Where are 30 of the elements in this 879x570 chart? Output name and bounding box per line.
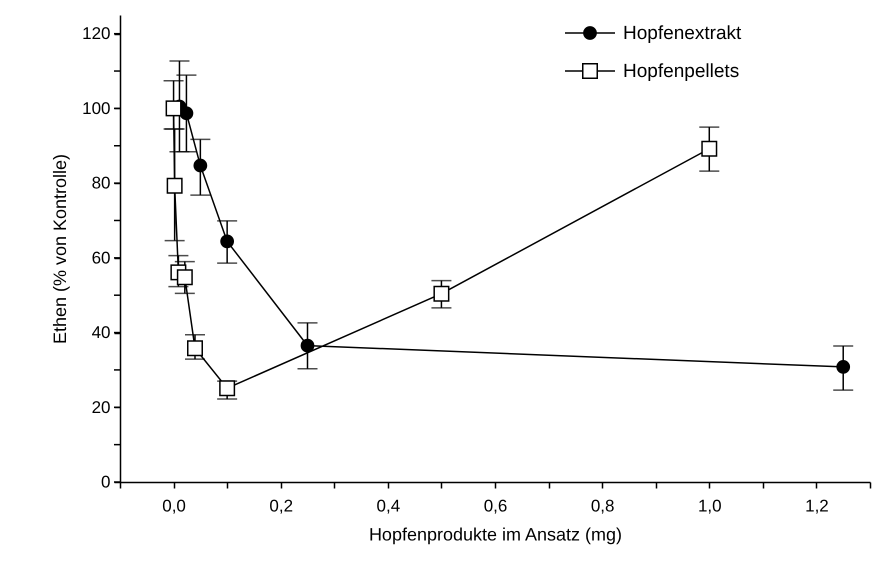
point bbox=[836, 360, 850, 374]
x-tick-label: 0,4 bbox=[376, 496, 400, 516]
point bbox=[300, 338, 314, 352]
x-tick-label: 1,0 bbox=[698, 496, 722, 516]
point bbox=[193, 158, 208, 172]
x-tick-label: 0,6 bbox=[484, 496, 508, 516]
point bbox=[166, 100, 182, 116]
x-tick-label: 0,8 bbox=[590, 496, 614, 516]
point bbox=[219, 380, 236, 396]
point bbox=[176, 269, 193, 286]
x-axis-title: Hopfenprodukte im Ansatz (mg) bbox=[368, 524, 622, 544]
x-tick-label: 1,2 bbox=[805, 496, 829, 516]
y-tick-label: 80 bbox=[92, 174, 110, 193]
point bbox=[701, 140, 718, 157]
legend-label: Hopfenextrakt bbox=[623, 23, 742, 44]
x-tick-label: 0,2 bbox=[269, 496, 294, 516]
point bbox=[166, 178, 183, 194]
legend-label: Hopfenpellets bbox=[623, 61, 740, 82]
y-tick-label: 40 bbox=[92, 323, 110, 342]
y-tick-label: 120 bbox=[82, 24, 110, 44]
y-tick-label: 100 bbox=[82, 98, 110, 118]
y-tick-label: 60 bbox=[92, 248, 110, 268]
point bbox=[433, 286, 450, 302]
point bbox=[187, 340, 203, 356]
point bbox=[220, 234, 234, 248]
x-tick-label: 0,0 bbox=[162, 496, 186, 516]
y-tick-label: 0 bbox=[101, 472, 110, 492]
y-axis-title: Ethen (% von Kontrolle) bbox=[50, 154, 70, 344]
point bbox=[180, 106, 194, 120]
y-tick-label: 20 bbox=[92, 398, 110, 417]
